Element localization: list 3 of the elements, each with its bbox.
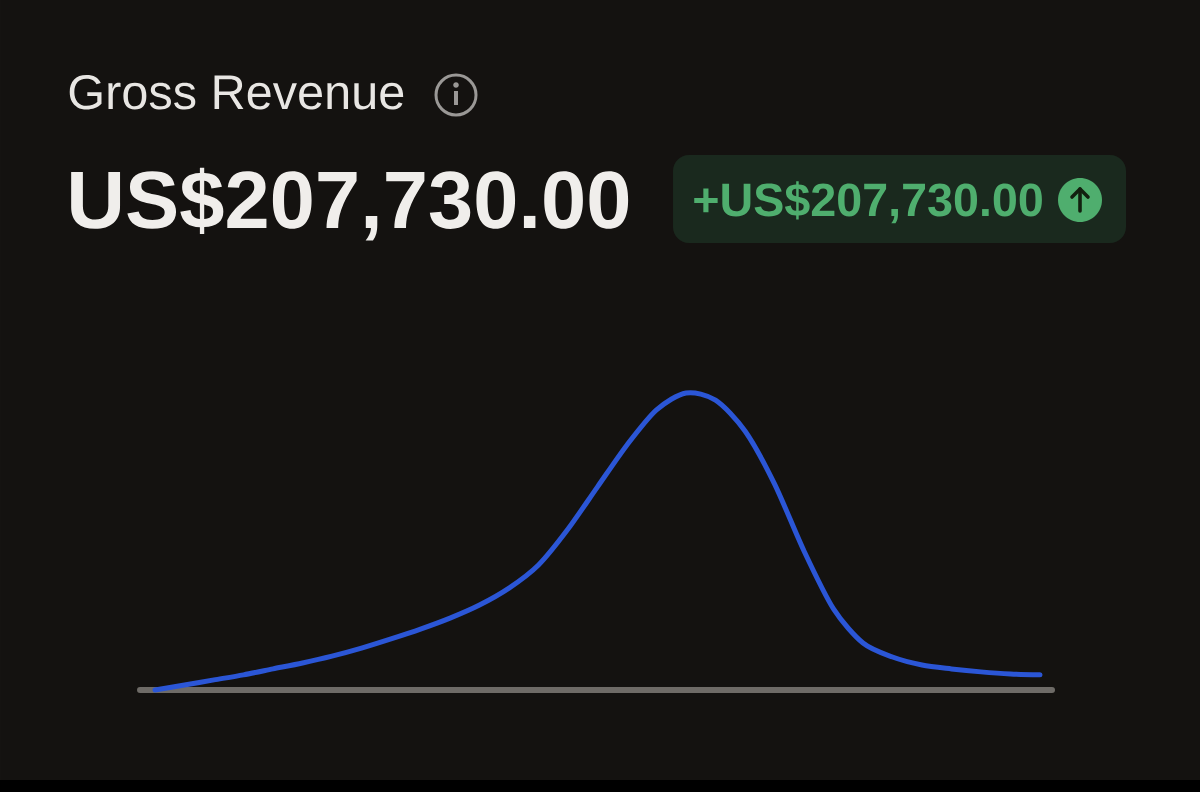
chart-title: Gross Revenue (69, 75, 404, 110)
chart-subtitle: US$207,730.00 (71, 167, 629, 241)
text: +US$207,730.00 (694, 181, 1042, 224)
